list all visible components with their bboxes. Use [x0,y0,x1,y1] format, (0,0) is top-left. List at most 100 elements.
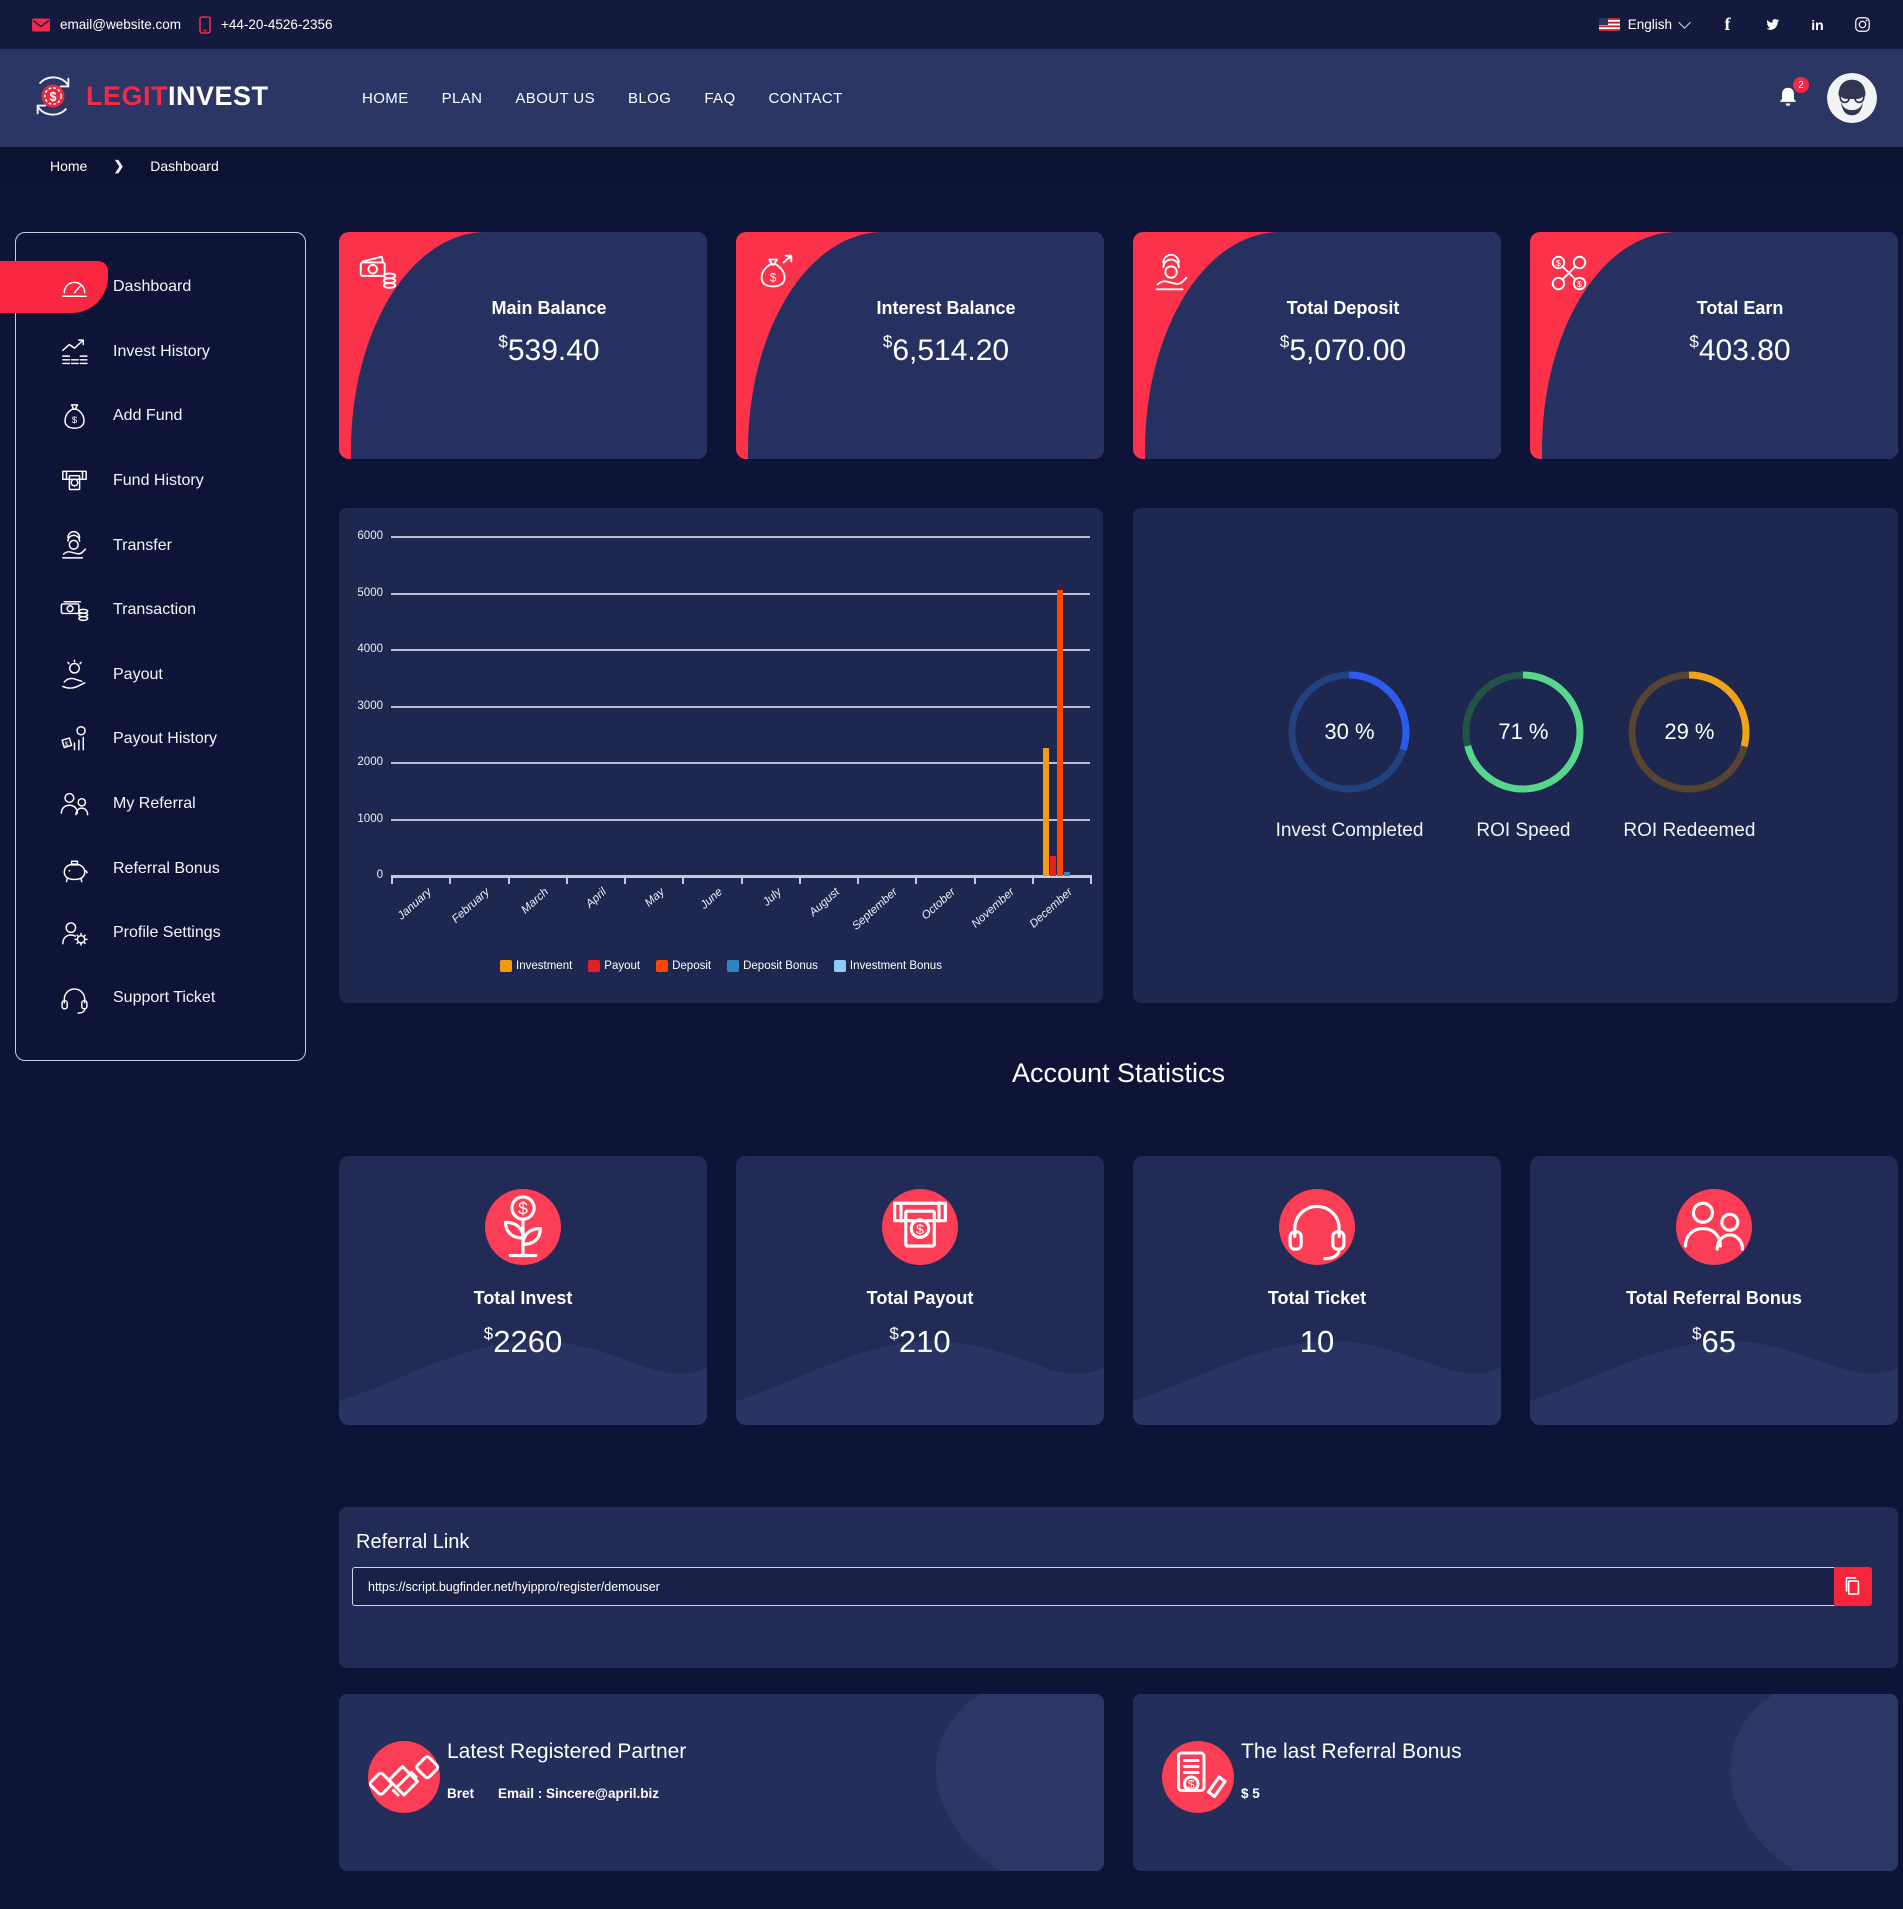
nav-item-faq[interactable]: FAQ [704,89,736,107]
axis-tick [915,877,918,884]
stat-card-title: Total Invest [473,1288,573,1308]
sidebar-item-referral-bonus[interactable]: Referral Bonus [16,836,305,901]
brand-logo[interactable]: $ LEGITINVEST [30,73,269,119]
legend-label: Payout [604,960,641,972]
balance-card-total-deposit: Total Deposit $5,070.00 [1133,232,1501,459]
linkedin-icon[interactable]: in [1811,16,1824,33]
balance-card-value: $6,514.20 [882,332,1010,367]
sidebar-item-fund-history[interactable]: Fund History [16,449,305,514]
copy-link-button[interactable] [1834,1567,1872,1606]
breadcrumb-current: Dashboard [150,158,219,174]
card-wave-shape [1133,1341,1501,1425]
card-wave-shape [1530,1341,1898,1425]
stat-icon-circle [1279,1189,1355,1265]
legend-swatch [727,960,740,972]
nav-item-contact[interactable]: CONTACT [768,89,843,107]
referral-link-card: Referral Link [339,1507,1898,1668]
balance-card-value: $5,070.00 [1279,332,1407,367]
legend-item: Payout [588,960,640,972]
balance-card-text: Main Balance $539.40 [391,298,707,368]
nav-item-about-us[interactable]: ABOUT US [515,89,596,107]
info-card-title: The last Referral Bonus [1241,1740,1462,1763]
breadcrumb-home[interactable]: Home [50,158,88,174]
svg-text:$: $ [770,273,777,285]
nav-item-home[interactable]: HOME [362,89,409,107]
nav-item-blog[interactable]: BLOG [628,89,672,107]
legend-swatch [656,960,669,972]
active-item-highlight [0,261,108,313]
donut-roi-speed: 71 % ROI Speed [1461,670,1585,842]
top-bar: email@website.com +44-20-4526-2356 Engli… [0,0,1903,49]
sidebar-item-my-referral[interactable]: My Referral [16,772,305,837]
sidebar-item-add-fund[interactable]: $ Add Fund [16,384,305,449]
bar-deposit-bonus [1063,872,1070,876]
bell-icon [1779,87,1797,106]
sidebar-item-payout[interactable]: Payout [16,643,305,708]
stat-card-title: Total Referral Bonus [1626,1288,1802,1308]
twitter-icon[interactable] [1764,16,1781,33]
axis-tick [1090,877,1092,884]
balance-card-text: Total Deposit $5,070.00 [1185,298,1501,368]
sidebar-item-label: Invest History [113,342,210,360]
us-flag-icon [1598,18,1620,31]
contact-email[interactable]: email@website.com [60,17,181,32]
sidebar: Dashboard Invest History $ Add Fund Fund His… [0,232,306,1061]
legend-label: Investment Bonus [849,960,942,972]
svg-text:$: $ [1556,258,1561,268]
y-axis-tick-label: 2000 [357,756,383,768]
sidebar-item-transfer[interactable]: Transfer [16,513,305,578]
handshake-icon [368,1755,440,1797]
language-label: English [1627,17,1672,32]
sidebar-item-payout-history[interactable]: $ Payout History [16,707,305,772]
balance-card-title: Total Deposit [1286,298,1400,318]
balance-card-title: Interest Balance [876,298,1016,318]
axis-tick [798,877,801,884]
instagram-icon[interactable] [1854,16,1871,33]
info-card-detail: $ 5 [1241,1786,1260,1801]
sidebar-item-label: Transfer [113,536,172,554]
legend-item: Investment Bonus [833,960,942,972]
balance-card-text: Total Earn $403.80 [1582,298,1898,368]
facebook-icon[interactable]: f [1724,14,1731,34]
stat-card-total-payout: $ Total Payout $210 [736,1156,1104,1425]
balance-card-main-balance: Main Balance $539.40 [339,232,707,459]
svg-text:$: $ [916,1222,924,1238]
people-icon [1683,1201,1745,1251]
sidebar-item-label: Referral Bonus [113,859,220,877]
y-axis-tick-label: 4000 [357,643,383,655]
user-avatar[interactable] [1827,73,1877,123]
nav-item-plan[interactable]: PLAN [441,89,483,107]
svg-text:$: $ [1577,279,1582,289]
referral-link-input[interactable] [352,1567,1834,1606]
stat-card-total-referral-bonus: Total Referral Bonus $65 [1530,1156,1898,1425]
bar-investment [1042,748,1049,876]
currency-symbol: $ [1279,332,1290,351]
legend-label: Deposit [672,960,712,972]
stat-card-total-ticket: Total Ticket 10 [1133,1156,1501,1425]
sidebar-item-transaction[interactable]: Transaction [16,578,305,643]
donut-ring: 29 % [1627,670,1751,794]
legend-swatch [588,960,601,972]
header-right: 2 [1775,49,1877,147]
language-selector[interactable]: English [1598,16,1691,32]
headset-icon [57,981,92,1016]
referral-link-row [352,1567,1872,1606]
notifications-button[interactable]: 2 [1775,77,1809,112]
sidebar-item-dashboard[interactable]: Dashboard [0,255,305,320]
svg-text:$: $ [518,1198,528,1218]
legend-label: Deposit Bonus [743,960,818,972]
currency-symbol: $ [1692,1324,1702,1343]
info-card-icon-circle [368,1741,440,1813]
stat-card-value: $2260 [483,1324,563,1359]
y-axis-tick-label: 5000 [357,586,383,599]
sidebar-item-support-ticket[interactable]: Support Ticket [16,966,305,1031]
legend-swatch [833,960,846,972]
sidebar-item-invest-history[interactable]: Invest History [16,320,305,385]
main-header: $ LEGITINVEST HOME PLAN ABOUT US BLOG FAQ CON… [0,49,1903,147]
receipt-icon: $ [1177,1751,1227,1798]
sidebar-item-profile-settings[interactable]: Profile Settings [16,901,305,966]
contact-phone[interactable]: +44-20-4526-2356 [221,17,333,32]
legend-swatch [500,960,513,972]
axis-tick [857,877,859,884]
